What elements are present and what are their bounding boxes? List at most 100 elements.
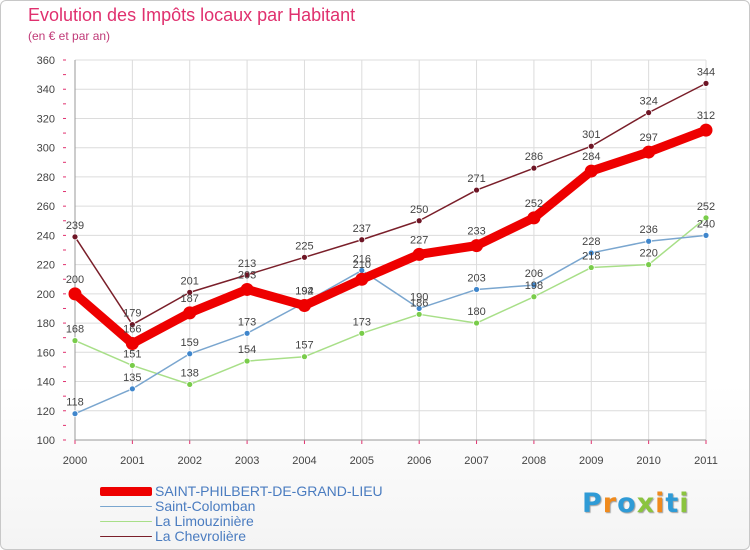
data-label: 190 (410, 291, 428, 303)
logo-letter: i (679, 488, 690, 519)
series-line (74, 82, 707, 326)
data-label: 210 (353, 259, 371, 271)
logo-letter: o (617, 488, 637, 519)
data-label: 166 (123, 324, 141, 336)
x-tick-label: 2000 (63, 455, 87, 467)
data-label: 252 (525, 198, 543, 210)
data-point (702, 231, 710, 239)
legend-item: La Chevrolière (100, 528, 420, 544)
y-tick-label: 140 (37, 377, 55, 389)
data-label: 218 (582, 251, 600, 263)
data-label: 252 (697, 201, 715, 213)
data-point (645, 261, 653, 269)
x-tick-label: 2002 (177, 455, 201, 467)
x-tick-label: 2004 (292, 455, 316, 467)
data-point (702, 79, 710, 87)
data-label: 250 (410, 204, 428, 216)
data-point (530, 164, 538, 172)
plot-area (75, 60, 706, 440)
series-line (74, 234, 707, 415)
data-point (355, 272, 369, 286)
data-label: 286 (525, 151, 543, 163)
data-label: 284 (582, 151, 600, 163)
y-tick-label: 300 (37, 143, 55, 155)
legend-label: La Chevrolière (155, 528, 247, 544)
y-tick-label: 280 (37, 172, 55, 184)
data-point (358, 329, 366, 337)
legend-swatch (100, 505, 152, 508)
y-tick-label: 260 (37, 201, 55, 213)
data-point (186, 288, 194, 296)
data-label: 168 (66, 324, 84, 336)
data-point (587, 249, 595, 257)
data-point (186, 350, 194, 358)
data-label: 228 (582, 236, 600, 248)
legend-label: La Limouzinière (155, 513, 254, 529)
data-point (473, 319, 480, 327)
data-label: 194 (295, 286, 313, 298)
data-point (415, 217, 423, 225)
data-point (530, 293, 538, 301)
chart-title: Evolution des Impôts locaux par Habitant (28, 5, 356, 25)
data-point (699, 123, 713, 137)
y-tick-label: 220 (37, 260, 55, 272)
data-label: 239 (66, 220, 84, 232)
data-label: 236 (639, 224, 657, 236)
x-tick-label: 2006 (407, 455, 431, 467)
data-point (412, 247, 426, 261)
chart-legend: SAINT-PHILBERT-DE-GRAND-LIEU Saint-Colomb… (100, 483, 420, 544)
data-point (415, 305, 423, 312)
legend-label: Saint-Colomban (155, 498, 256, 514)
data-point (642, 145, 656, 159)
x-tick-label: 2005 (350, 455, 374, 467)
data-point (358, 236, 366, 244)
data-point (243, 357, 251, 365)
data-label: 324 (639, 96, 657, 108)
data-label: 151 (123, 348, 141, 360)
x-tick-label: 2008 (522, 455, 546, 467)
data-point (240, 282, 254, 296)
y-tick-label: 360 (37, 55, 55, 67)
data-point (71, 337, 79, 345)
data-label: 187 (181, 293, 199, 305)
data-point (128, 362, 136, 369)
data-label: 297 (639, 132, 657, 144)
y-tick-label: 120 (37, 406, 55, 418)
data-label: 312 (697, 110, 715, 122)
data-label: 186 (410, 297, 428, 309)
y-tick-label: 160 (37, 347, 55, 359)
data-label: 138 (181, 367, 199, 379)
y-tick-label: 340 (37, 84, 55, 96)
data-label: 213 (238, 258, 256, 270)
data-label: 157 (295, 340, 313, 352)
chart-subtitle: (en € et par an) (28, 29, 111, 43)
data-label: 233 (467, 226, 485, 238)
data-label: 203 (238, 269, 256, 281)
data-point (415, 310, 423, 318)
data-label: 201 (181, 275, 199, 287)
data-label: 225 (295, 240, 313, 252)
data-point (243, 329, 251, 337)
data-point (128, 385, 136, 393)
data-label: 301 (582, 129, 600, 141)
data-label: 271 (467, 173, 485, 185)
data-label: 192 (295, 286, 313, 298)
legend-swatch (100, 487, 152, 496)
logo-letter: t (665, 488, 680, 519)
logo-letter: i (655, 488, 666, 519)
data-label: 118 (66, 397, 84, 409)
data-label: 206 (525, 268, 543, 280)
data-point (183, 306, 197, 320)
logo-letter: r (602, 488, 618, 519)
data-point (473, 286, 480, 293)
data-label: 159 (181, 337, 199, 349)
legend-label: SAINT-PHILBERT-DE-GRAND-LIEU (155, 483, 383, 499)
data-point (297, 299, 311, 313)
legend-swatch (100, 535, 152, 538)
x-tick-label: 2010 (636, 455, 660, 467)
data-point (645, 237, 653, 245)
data-label: 240 (697, 218, 715, 230)
legend-item: Saint-Colomban (100, 498, 420, 514)
x-tick-label: 2011 (694, 455, 718, 467)
